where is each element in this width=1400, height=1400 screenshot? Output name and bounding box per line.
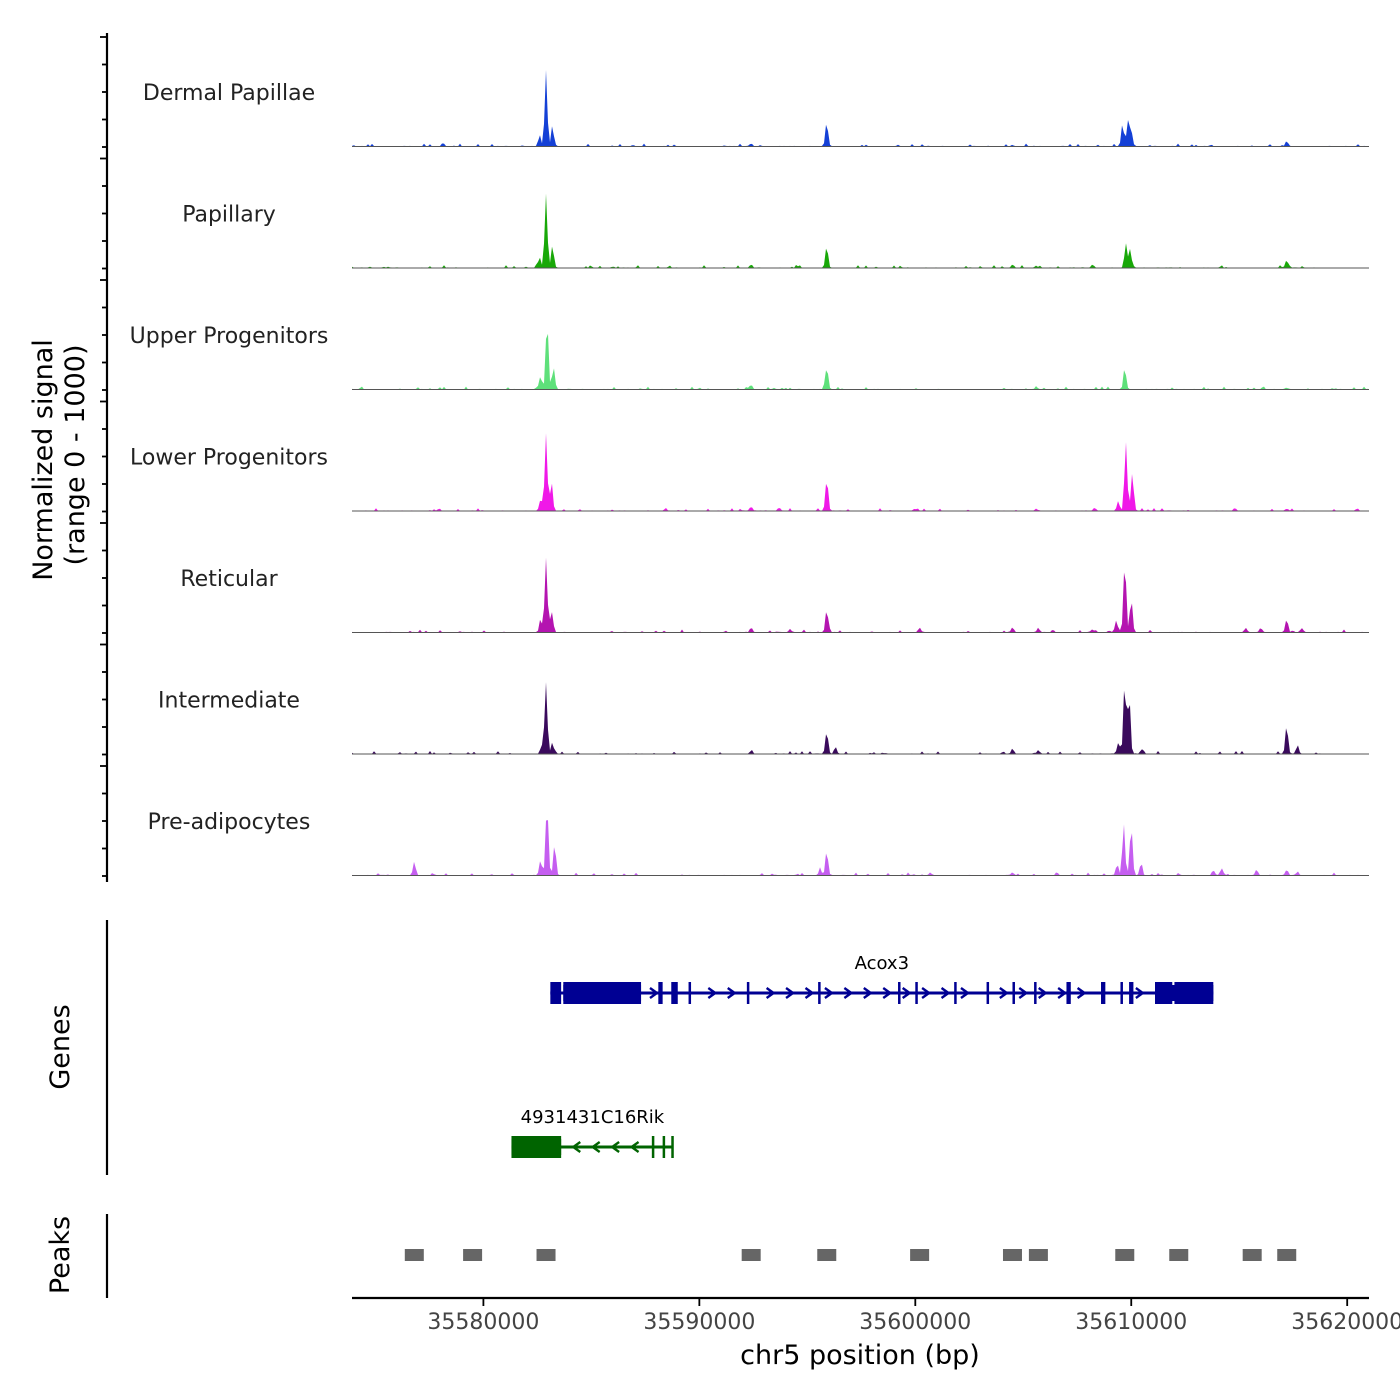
peak-region [1242, 1249, 1262, 1261]
gene-exon [1120, 982, 1123, 1004]
gene-acox3: Acox3 [550, 953, 1214, 1004]
gene-4931431c16rik: 4931431C16Rik [511, 1107, 674, 1158]
gene-exon [662, 1136, 666, 1158]
coverage-area [352, 70, 1369, 147]
strand-arrow [999, 987, 1009, 999]
gene-exon [818, 982, 821, 1004]
strand-arrow [1038, 987, 1048, 999]
peak-region [910, 1249, 930, 1261]
y-axis-label-line1: Normalized signal [28, 339, 59, 581]
track-label: Papillary [182, 203, 276, 228]
peaks-panel-label: Peaks [45, 1216, 76, 1294]
x-axis-ticks: 35580000 35590000 35600000 35610000 35620000 [427, 1298, 1400, 1335]
strand-arrow [571, 1141, 581, 1153]
gene-cds [511, 1139, 562, 1155]
strand-arrow [727, 987, 737, 999]
strand-arrow [610, 1141, 620, 1153]
x-axis-label: chr5 position (bp) [740, 1340, 980, 1371]
gene-name-label: 4931431C16Rik [521, 1107, 665, 1128]
peak-region [1002, 1249, 1022, 1261]
strand-arrow [1076, 987, 1087, 999]
coverage-area [352, 433, 1369, 511]
track-label: Pre-adipocytes [148, 810, 311, 835]
strand-arrow [882, 987, 893, 999]
peak-region [1115, 1249, 1135, 1261]
track-pre-adipocytes: Pre-adipocytes [148, 810, 1369, 876]
peak-region [463, 1249, 483, 1261]
x-tick-label: 35620000 [1291, 1310, 1400, 1335]
x-tick-label: 35610000 [1075, 1310, 1187, 1335]
gene-models: Acox3 4931431C16Rik [511, 953, 1214, 1158]
strand-arrow [590, 1141, 601, 1153]
x-tick-label: 35590000 [643, 1310, 755, 1335]
gene-exon [1101, 982, 1106, 1004]
peak-region [404, 1249, 424, 1261]
strand-arrow [843, 987, 854, 999]
track-intermediate: Intermediate [158, 682, 1369, 755]
gene-exon [1066, 982, 1071, 1004]
x-tick-label: 35600000 [859, 1310, 971, 1335]
track-label: Upper Progenitors [130, 324, 329, 349]
track-label: Intermediate [158, 689, 300, 714]
coverage-area [352, 682, 1369, 754]
gene-exon [986, 982, 990, 1004]
gene-cds [1155, 985, 1214, 1001]
gene-exon [688, 982, 692, 1004]
track-label: Reticular [180, 567, 278, 592]
gene-exon [915, 982, 918, 1004]
gene-exon [746, 982, 750, 1004]
x-tick-label: 35580000 [427, 1310, 539, 1335]
strand-arrow [765, 987, 776, 999]
peak-region [1277, 1249, 1297, 1261]
strand-arrow [901, 987, 912, 999]
peak-region [1028, 1249, 1048, 1261]
genes-panel-label: Genes [45, 1004, 76, 1089]
strand-arrow [1135, 987, 1145, 999]
track-label: Lower Progenitors [130, 446, 328, 471]
gene-exon [658, 982, 663, 1004]
track-papillary: Papillary [182, 193, 1369, 269]
strand-arrow [824, 987, 834, 999]
gene-name-label: Acox3 [855, 953, 909, 974]
track-reticular: Reticular [180, 557, 1369, 633]
peak-region [741, 1249, 761, 1261]
strand-arrow [785, 987, 796, 999]
strand-arrow [649, 987, 660, 999]
track-upper-progenitors: Upper Progenitors [130, 324, 1369, 390]
gene-exon [898, 982, 901, 1004]
strand-arrow [940, 987, 951, 999]
peak-region [536, 1249, 556, 1261]
gene-exon [550, 982, 562, 1004]
gene-exon [1034, 982, 1037, 1004]
y-axis-label-line2: (range 0 - 1000) [60, 345, 91, 566]
strand-arrow [804, 987, 815, 999]
gene-cds [563, 985, 642, 1001]
strand-arrow [707, 987, 718, 999]
peak-region [817, 1249, 837, 1261]
strand-arrow [960, 987, 971, 999]
strand-arrow [921, 987, 932, 999]
strand-arrow [629, 1141, 640, 1153]
track-lower-progenitors: Lower Progenitors [130, 433, 1369, 512]
strand-arrow [1057, 987, 1068, 999]
gene-exon [1129, 982, 1134, 1004]
gene-exon [1012, 982, 1015, 1004]
peak-regions [404, 1249, 1297, 1261]
coverage-area [352, 820, 1369, 876]
strand-arrow [1018, 987, 1029, 999]
gene-exon [954, 982, 957, 1004]
gene-exon [671, 1136, 674, 1158]
gene-exon [671, 982, 678, 1004]
coverage-area [352, 333, 1369, 390]
track-dermal-papillae: Dermal Papillae [143, 70, 1369, 147]
coverage-tracks: Dermal Papillae Papillary Upper Progenitor… [130, 70, 1369, 876]
gene-exon [651, 1136, 655, 1158]
track-label: Dermal Papillae [143, 81, 315, 106]
y-axis-ticks [100, 36, 107, 877]
coverage-area [352, 193, 1369, 268]
peak-region [1169, 1249, 1189, 1261]
strand-arrow [863, 987, 873, 999]
coverage-area [352, 557, 1369, 633]
